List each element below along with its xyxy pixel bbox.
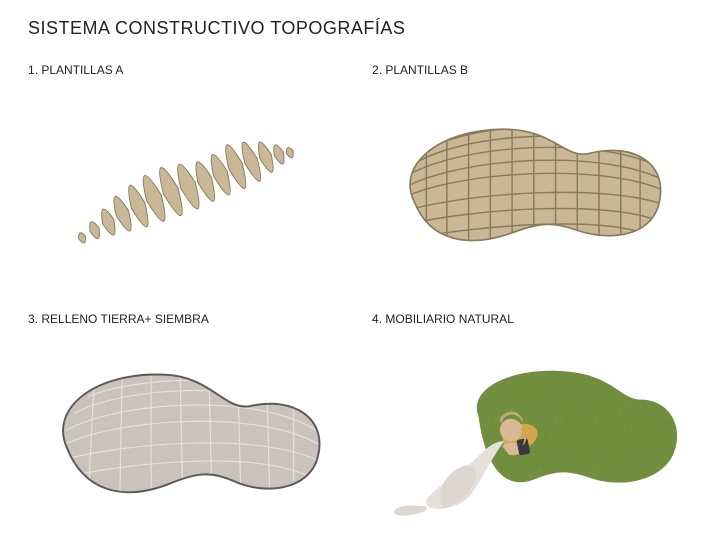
steps-grid: 1. PLANTILLAS A	[28, 63, 686, 483]
step-2-figure	[372, 87, 686, 292]
step-4: 4. MOBILIARIO NATURAL	[372, 312, 686, 541]
step-1-label: 1. PLANTILLAS A	[28, 63, 342, 77]
page-title: SISTEMA CONSTRUCTIVO TOPOGRAFÍAS	[28, 18, 686, 39]
plantillas-a-svg	[28, 87, 342, 292]
step-3-label: 3. RELLENO TIERRA+ SIEMBRA	[28, 312, 342, 326]
step-1-figure	[28, 87, 342, 292]
step-3-figure	[28, 336, 342, 541]
plantillas-b-svg	[372, 87, 686, 292]
step-4-label: 4. MOBILIARIO NATURAL	[372, 312, 686, 326]
mobiliario-svg	[372, 338, 686, 540]
step-1: 1. PLANTILLAS A	[28, 63, 342, 292]
step-3: 3. RELLENO TIERRA+ SIEMBRA	[28, 312, 342, 541]
relleno-svg	[28, 336, 342, 541]
step-2-label: 2. PLANTILLAS B	[372, 63, 686, 77]
step-2: 2. PLANTILLAS B	[372, 63, 686, 292]
page: SISTEMA CONSTRUCTIVO TOPOGRAFÍAS 1. PLAN…	[0, 0, 714, 500]
step-4-figure	[372, 336, 686, 541]
